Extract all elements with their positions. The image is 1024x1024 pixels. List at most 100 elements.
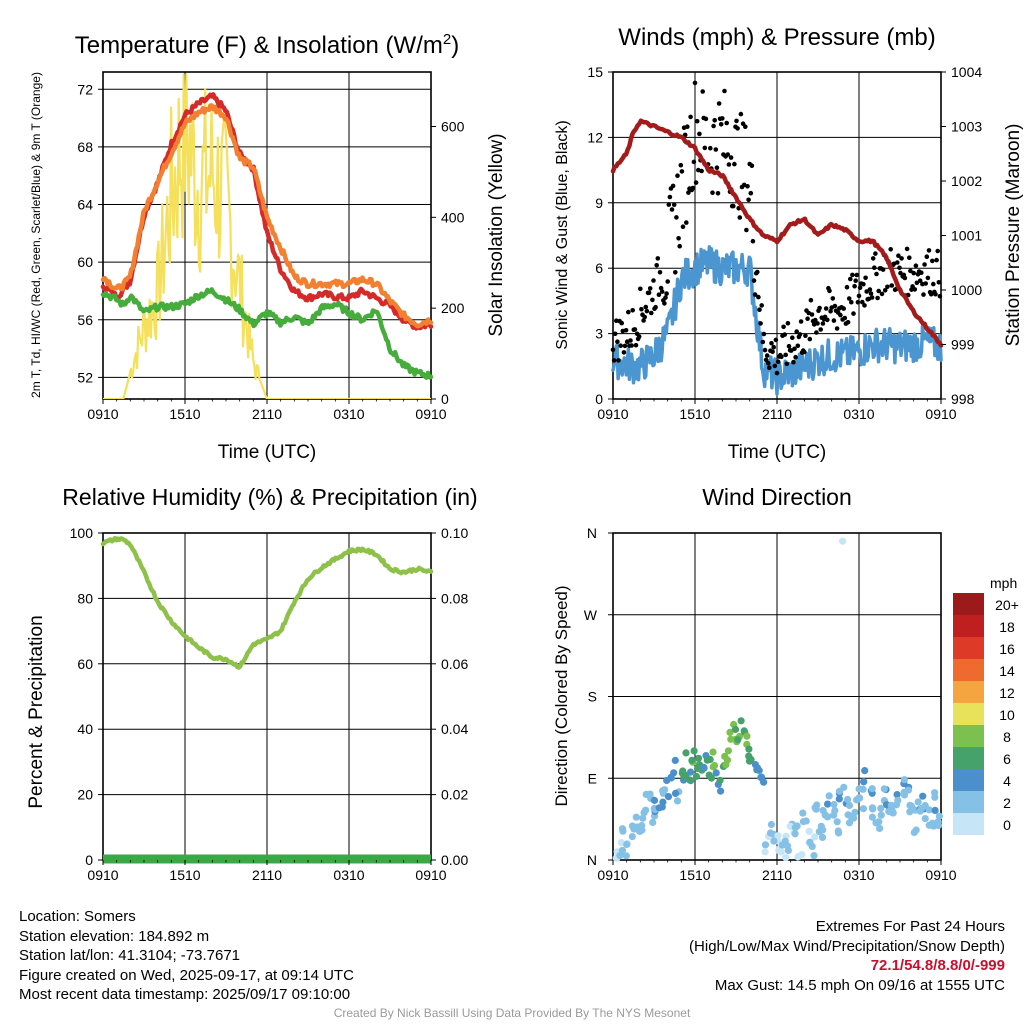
wdir-legend-label: 0 xyxy=(1003,817,1011,833)
temp-ytick-r-label: 600 xyxy=(441,119,465,135)
winds-gust-point xyxy=(666,202,672,207)
wdir-point xyxy=(889,809,897,817)
temp-ylabel-right: Solar Insolation (Yellow) xyxy=(486,133,507,336)
wdir-point xyxy=(731,725,740,734)
winds-gust-point xyxy=(807,336,813,342)
winds-gust-point xyxy=(766,360,771,366)
wdir-point xyxy=(919,792,927,800)
rh-xtick-label: 0910 xyxy=(87,867,118,883)
winds-gust-point xyxy=(919,270,924,276)
wdir-point xyxy=(770,837,778,845)
rh-xtick-label: 0310 xyxy=(333,867,364,883)
wdir-legend-label: 10 xyxy=(999,707,1015,723)
winds-gust-point xyxy=(732,161,737,167)
wdir-point xyxy=(934,818,942,826)
winds-gust-point xyxy=(860,299,865,305)
wdir-point xyxy=(928,819,937,827)
winds-gust-point xyxy=(618,343,623,349)
wdir-point xyxy=(845,801,854,810)
wdir-point xyxy=(709,763,717,771)
winds-ytick-label: 12 xyxy=(587,129,603,145)
wdir-point xyxy=(774,832,782,840)
wdir-point xyxy=(747,755,755,764)
wdir-point xyxy=(935,812,944,820)
winds-gust-point xyxy=(805,316,810,322)
winds-gust-point xyxy=(820,321,826,326)
temp-ytick-label: 56 xyxy=(77,312,93,328)
wdir-point xyxy=(791,830,799,838)
winds-gust-point xyxy=(622,343,628,349)
winds-gust-point xyxy=(665,279,670,284)
winds-gust-point xyxy=(931,281,936,287)
wdir-legend-swatch xyxy=(953,813,984,835)
wdir-point xyxy=(694,754,703,762)
winds-gust-point xyxy=(769,340,774,346)
winds-gust-point xyxy=(712,118,717,123)
rh-series-humidity xyxy=(100,535,434,670)
wdir-point xyxy=(766,829,775,837)
winds-gust-point xyxy=(749,163,755,168)
winds-gust-point xyxy=(851,311,856,316)
winds-gust-point xyxy=(670,183,676,189)
wdir-point xyxy=(799,809,807,817)
winds-gust-point xyxy=(610,347,616,353)
wdir-point xyxy=(622,852,630,860)
winds-gust-point xyxy=(922,262,927,267)
winds-gust-point xyxy=(714,165,720,170)
winds-gust-point xyxy=(649,310,654,316)
winds-gust-point xyxy=(630,308,635,313)
winds-gust-point xyxy=(914,280,920,286)
winds-ylabel-left: Sonic Wind & Gust (Blue, Black) xyxy=(554,120,571,349)
winds-gust-point xyxy=(798,319,804,324)
winds-gust-point xyxy=(873,251,878,256)
winds-gust-point xyxy=(879,291,885,297)
winds-gust-point xyxy=(828,308,833,314)
winds-gust-point xyxy=(623,328,629,333)
wdir-point xyxy=(914,798,922,806)
temp-series-2m-td xyxy=(100,287,434,380)
wdir-point xyxy=(642,806,650,814)
winds-gust-point xyxy=(647,286,653,291)
wdir-point xyxy=(805,827,813,836)
winds-ytick-label: 6 xyxy=(595,260,603,276)
winds-gust-point xyxy=(642,314,647,320)
winds-xlabel: Time (UTC) xyxy=(728,442,827,463)
winds-ylabel-right: Station Pressure (Maroon) xyxy=(1003,124,1024,347)
winds-gust-point xyxy=(694,118,700,124)
recent-timestamp: Most recent data timestamp: 2025/09/17 0… xyxy=(19,986,351,1003)
winds-gust-point xyxy=(676,236,681,241)
max-gust: Max Gust: 14.5 mph On 09/16 at 1555 UTC xyxy=(714,976,1005,994)
winds-gust-point xyxy=(654,263,659,268)
wdir-legend-label: 14 xyxy=(999,663,1015,679)
winds-gust-point xyxy=(848,276,853,282)
wdir-legend-swatch xyxy=(953,791,984,813)
wdir-point xyxy=(734,736,742,744)
rh-ytick-r-label: 0.10 xyxy=(441,525,468,541)
winds-gust-point xyxy=(876,288,881,294)
winds-gust-point xyxy=(790,335,795,341)
winds-gust-point xyxy=(685,124,690,129)
wdir-point xyxy=(628,833,636,841)
winds-gust-point xyxy=(662,301,667,306)
temp-ytick-r-label: 0 xyxy=(441,391,449,407)
temp-xtick-label: 1510 xyxy=(169,406,200,422)
wdir-point xyxy=(688,756,696,765)
wdir-ylabel-left: Direction (Colored By Speed) xyxy=(552,585,571,806)
wdir-point xyxy=(868,813,877,821)
wdir-legend-swatch xyxy=(953,769,984,791)
winds-gust-point xyxy=(874,271,879,277)
winds-gust-point xyxy=(738,111,744,117)
wdir-legend-swatch xyxy=(953,659,984,681)
temp-ytick-r-label: 200 xyxy=(441,300,465,316)
winds-gust-point xyxy=(925,275,931,281)
wdir-point xyxy=(709,748,717,756)
station-latlon: Station lat/lon: 41.3104; -73.7671 xyxy=(19,947,241,964)
winds-gust-point xyxy=(853,278,858,284)
wdir-point xyxy=(650,796,659,805)
extremes-values: 72.1/54.8/8.8/0/-999 xyxy=(870,957,1005,974)
wdir-point xyxy=(840,783,848,791)
wdir-xtick-label: 1510 xyxy=(679,867,710,883)
temp-xlabel: Time (UTC) xyxy=(218,442,317,463)
wdir-legend-label: 2 xyxy=(1003,795,1011,811)
wdir-point xyxy=(649,818,657,827)
